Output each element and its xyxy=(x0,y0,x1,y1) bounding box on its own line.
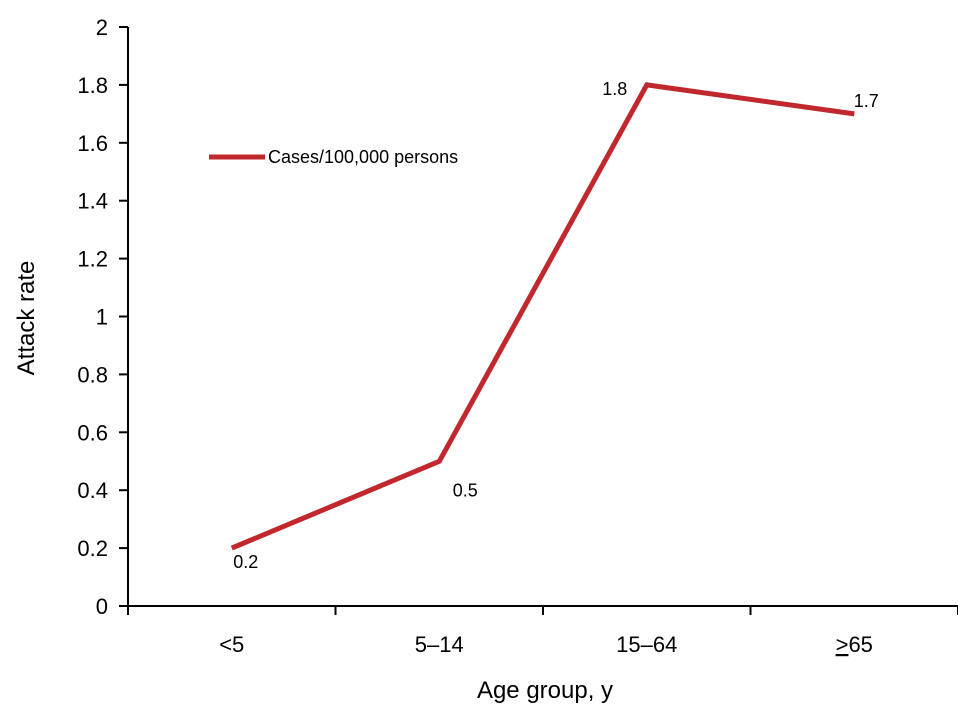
x-tick-label: <5 xyxy=(219,632,244,657)
x-tick-label: 15–64 xyxy=(616,632,677,657)
x-tick-label: >65 xyxy=(836,632,873,657)
x-axis: <5 5–14 15–64 >65 xyxy=(127,605,958,657)
x-axis-title: Age group, y xyxy=(477,677,613,704)
y-axis: 0 0.2 0.4 0.6 0.8 1 1.2 1.4 1.6 1.8 2 xyxy=(77,15,129,619)
data-label: 1.8 xyxy=(602,79,627,99)
y-tick-label: 1 xyxy=(96,305,108,330)
data-labels: 0.2 0.5 1.8 1.7 xyxy=(233,79,879,572)
y-tick-label: 0 xyxy=(96,594,108,619)
y-tick-label: 1.6 xyxy=(77,131,108,156)
y-tick-label: 1.4 xyxy=(77,189,108,214)
y-tick-label: 1.2 xyxy=(77,247,108,272)
series-layer xyxy=(230,82,855,551)
legend-label: Cases/100,000 persons xyxy=(268,147,458,167)
y-axis-title: Attack rate xyxy=(13,261,40,376)
legend: Cases/100,000 persons xyxy=(209,147,458,167)
data-label: 0.2 xyxy=(233,552,258,572)
data-label: 1.7 xyxy=(854,91,879,111)
y-tick-label: 2 xyxy=(96,15,108,40)
data-label: 0.5 xyxy=(453,480,478,500)
y-tick-label: 1.8 xyxy=(77,73,108,98)
y-tick-label: 0.4 xyxy=(77,478,108,503)
y-tick-label: 0.2 xyxy=(77,536,108,561)
x-tick-label: 5–14 xyxy=(415,632,464,657)
series-line xyxy=(230,82,855,551)
y-tick-label: 0.6 xyxy=(77,420,108,445)
y-tick-label: 0.8 xyxy=(77,362,108,387)
